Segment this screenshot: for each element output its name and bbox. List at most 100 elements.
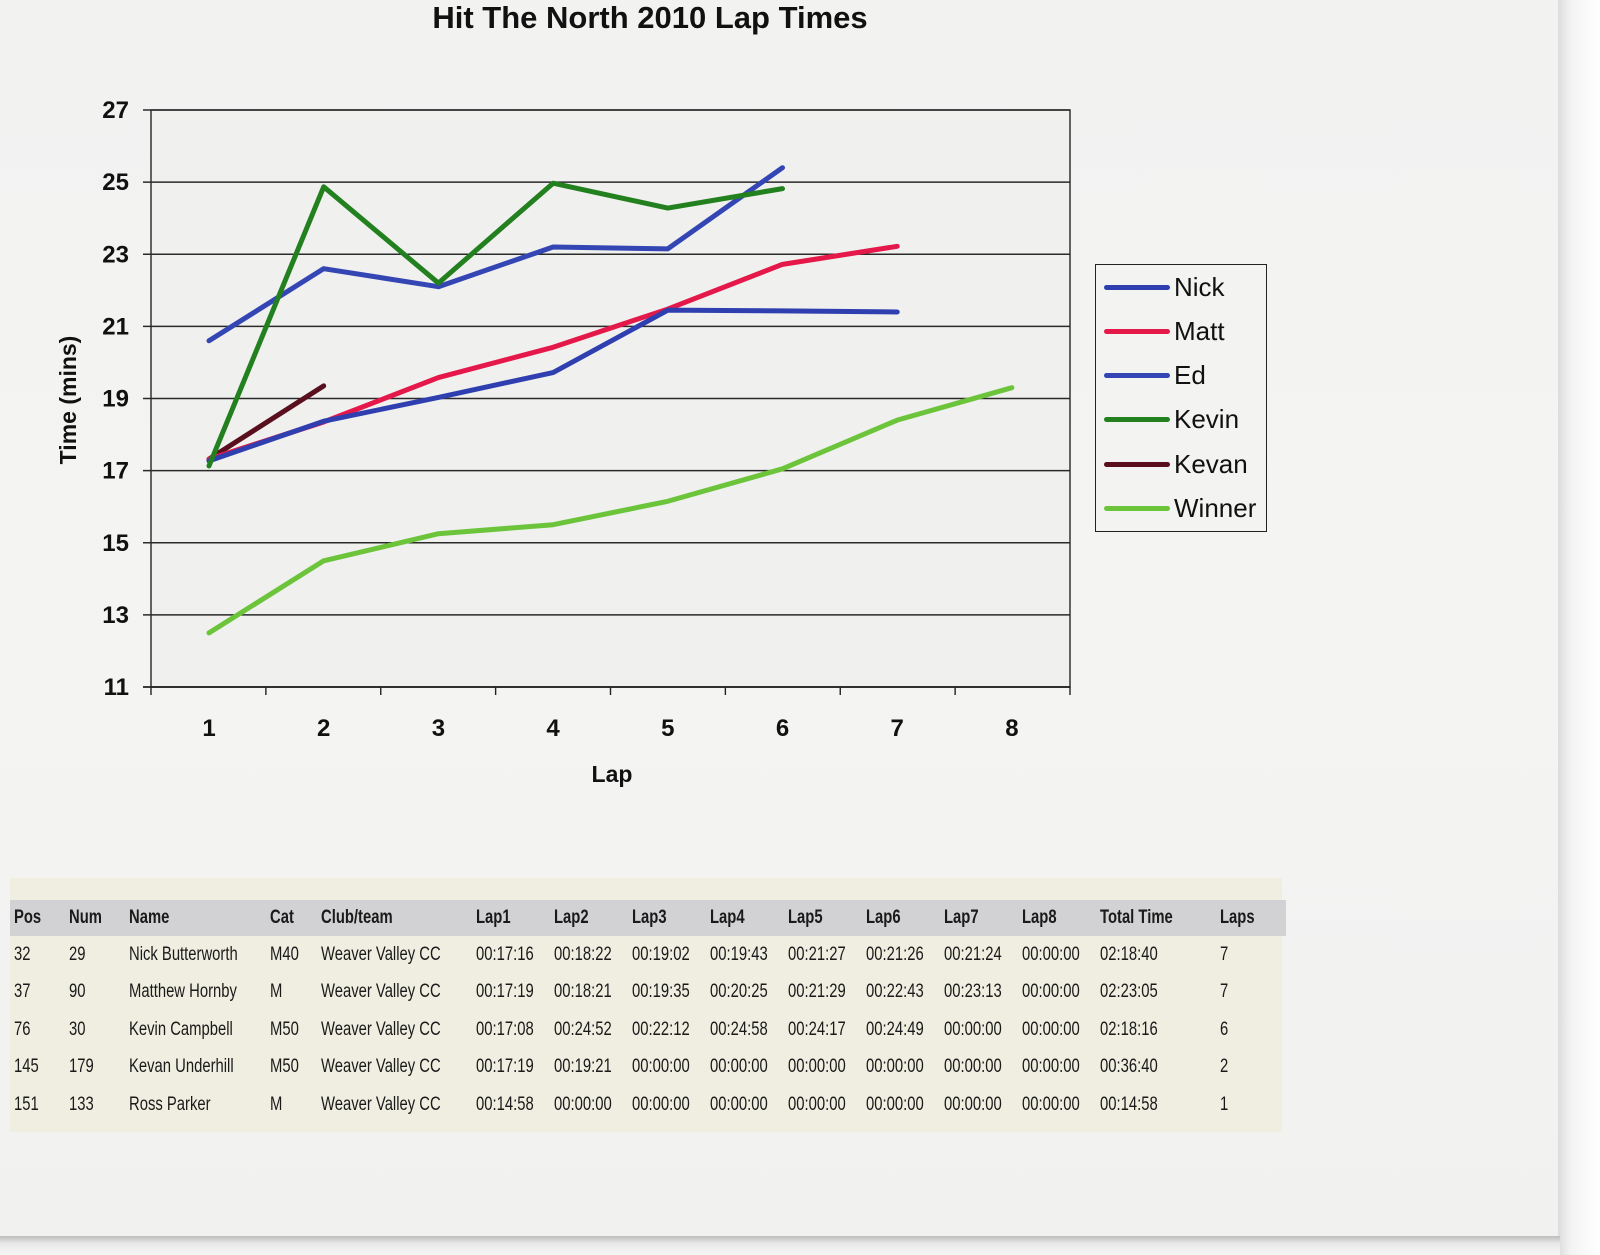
legend-swatch (1104, 417, 1170, 423)
table-cell: 00:21:29 (788, 981, 846, 1003)
table-cell: 00:21:24 (944, 943, 1002, 965)
table-cell: 29 (69, 943, 86, 965)
column-header: Lap6 (862, 900, 940, 936)
table-cell: Weaver Valley CC (321, 1093, 441, 1115)
table-cell: 00:00:00 (866, 1093, 924, 1115)
table-cell: 02:18:40 (1100, 943, 1158, 965)
legend-item-kevan: Kevan (1104, 449, 1248, 479)
table-cell: 00:20:25 (710, 981, 768, 1003)
y-tick-label: 23 (102, 241, 129, 268)
x-axis: 1 2 3 4 5 6 7 8 (150, 687, 1071, 742)
results-table-panel: Pos Num Name Cat Club/team Lap1 Lap2 Lap3 Lap4 La… (10, 878, 1286, 1132)
table-cell: 00:00:00 (554, 1093, 612, 1115)
y-tick-label: 15 (102, 530, 129, 557)
legend-label: Kevin (1174, 404, 1240, 435)
column-header: Total Time (1096, 900, 1216, 936)
column-header: Lap7 (940, 900, 1018, 936)
table-cell: 1 (1220, 1093, 1229, 1115)
table-cell: 30 (69, 1018, 86, 1040)
table-cell: 7 (1220, 981, 1229, 1003)
table-row: 37 90 Matthew Hornby M Weaver Valley CC 00:17… (10, 974, 1286, 1012)
table-header-row: Pos Num Name Cat Club/team Lap1 Lap2 Lap3 Lap4 La… (10, 900, 1286, 936)
table-cell: 00:23:13 (944, 981, 1002, 1003)
table-cell: M (270, 981, 283, 1003)
table-cell: 00:17:19 (476, 981, 534, 1003)
table-cell: Kevin Campbell (129, 1018, 233, 1040)
table-cell: 6 (1220, 1018, 1229, 1040)
x-tick-label: 1 (202, 715, 215, 742)
table-row: 32 29 Nick Butterworth M40 Weaver Valley CC 0… (10, 936, 1286, 974)
x-tick-label: 4 (546, 715, 560, 742)
table-cell: Weaver Valley CC (321, 1018, 441, 1040)
table-cell: 00:19:21 (554, 1056, 612, 1078)
table-cell: 00:00:00 (944, 1056, 1002, 1078)
y-axis: 11 13 15 17 19 21 23 25 27 (102, 97, 129, 701)
table-cell: Kevan Underhill (129, 1056, 234, 1078)
table-cell: 00:00:00 (944, 1018, 1002, 1040)
table-cell: 02:23:05 (1100, 981, 1158, 1003)
x-tick-label: 7 (891, 715, 904, 742)
column-header: Name (125, 900, 266, 936)
table-cell: 00:00:00 (788, 1056, 846, 1078)
table-cell: 02:18:16 (1100, 1018, 1158, 1040)
series-line-ed (206, 165, 785, 344)
page-bottom-edge (0, 1236, 1560, 1255)
table-row: 76 30 Kevin Campbell M50 Weaver Valley CC 00:… (10, 1011, 1286, 1049)
table-cell: 00:00:00 (1022, 1093, 1080, 1115)
table-cell: M50 (270, 1056, 299, 1078)
table-cell: 00:00:00 (1022, 981, 1080, 1003)
table-row: 145 179 Kevan Underhill M50 Weaver Valley CC… (10, 1049, 1286, 1087)
table-cell: 00:24:58 (710, 1018, 768, 1040)
column-header: Lap5 (784, 900, 862, 936)
chart-title: Hit The North 2010 Lap Times (432, 0, 868, 35)
series-line-winner (206, 385, 1015, 636)
series-line-kevin (206, 180, 785, 469)
table-cell: 37 (14, 981, 31, 1003)
x-tick-label: 6 (776, 715, 789, 742)
table-cell: 00:00:00 (632, 1056, 690, 1078)
table-cell: 7 (1220, 943, 1229, 965)
table-cell: 00:22:12 (632, 1018, 690, 1040)
legend-swatch (1104, 373, 1170, 379)
table-row: 151 133 Ross Parker M Weaver Valley CC 00:14:… (10, 1086, 1286, 1124)
x-tick-label: 5 (661, 715, 674, 742)
table-cell: Weaver Valley CC (321, 1056, 441, 1078)
legend-item-matt: Matt (1104, 316, 1225, 346)
column-header: Num (65, 900, 125, 936)
table-cell: 00:24:52 (554, 1018, 612, 1040)
legend-item-winner: Winner (1104, 493, 1257, 524)
series-line-kevan (206, 383, 327, 462)
table-cell: 00:00:00 (632, 1093, 690, 1115)
table-cell: 00:00:00 (1022, 1056, 1080, 1078)
series-line-nick (206, 307, 900, 464)
y-tick-label: 25 (102, 169, 129, 196)
column-header: Lap4 (706, 900, 784, 936)
table-cell: 00:17:16 (476, 943, 534, 965)
table-cell: 179 (69, 1056, 94, 1078)
legend-swatch (1104, 328, 1170, 334)
table-cell: 00:00:00 (1022, 943, 1080, 965)
page-edge (1558, 0, 1600, 1255)
table-cell: 00:00:00 (788, 1093, 846, 1115)
table-cell: 00:00:00 (944, 1093, 1002, 1115)
table-cell: 00:14:58 (1100, 1093, 1158, 1115)
table-cell: 00:22:43 (866, 981, 924, 1003)
table-cell: 00:00:00 (710, 1056, 768, 1078)
column-header: Lap8 (1018, 900, 1096, 936)
table-cell: Nick Butterworth (129, 943, 238, 965)
legend-swatch (1104, 506, 1170, 511)
legend-label: Kevan (1174, 448, 1248, 479)
y-tick-label: 17 (102, 458, 129, 485)
legend-label: Winner (1174, 493, 1257, 523)
table-cell: 00:24:49 (866, 1018, 924, 1040)
column-header: Lap3 (628, 900, 706, 936)
table-cell: M50 (270, 1018, 299, 1040)
table-cell: 00:19:35 (632, 981, 690, 1003)
table-cell: 151 (14, 1093, 39, 1115)
x-tick-label: 3 (432, 715, 445, 742)
table-cell: 145 (14, 1056, 39, 1078)
table-cell: 133 (69, 1093, 94, 1115)
table-cell: 00:17:19 (476, 1056, 534, 1078)
table-cell: 00:21:26 (866, 943, 924, 965)
